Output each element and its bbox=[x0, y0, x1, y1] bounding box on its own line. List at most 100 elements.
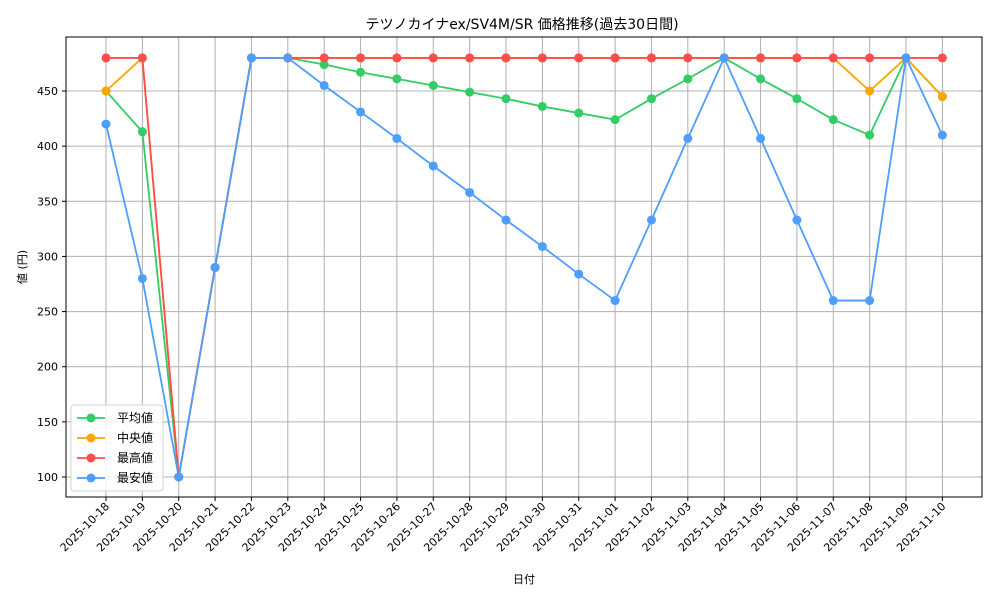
x-axis-label: 日付 bbox=[513, 573, 535, 586]
data-point bbox=[646, 53, 656, 63]
data-point bbox=[101, 86, 111, 96]
data-point bbox=[392, 53, 402, 63]
data-point bbox=[865, 53, 875, 63]
data-point bbox=[501, 215, 511, 225]
data-point bbox=[501, 53, 511, 63]
data-point bbox=[828, 53, 838, 63]
data-point bbox=[501, 94, 511, 104]
data-point bbox=[319, 60, 329, 70]
data-point bbox=[646, 215, 656, 225]
data-point bbox=[319, 53, 329, 63]
series-中央値 bbox=[101, 53, 947, 482]
legend-item: 中央値 bbox=[77, 430, 153, 445]
data-point bbox=[137, 53, 147, 63]
data-point bbox=[865, 296, 875, 306]
series-line bbox=[106, 57, 943, 478]
data-point bbox=[937, 92, 947, 102]
data-point bbox=[428, 53, 438, 63]
data-point bbox=[537, 242, 547, 252]
data-point bbox=[901, 53, 911, 63]
chart-title: テツノカイナex/SV4M/SR 価格推移(過去30日間) bbox=[365, 17, 678, 33]
legend-label: 最高値 bbox=[117, 450, 153, 465]
data-point bbox=[792, 215, 802, 225]
data-point bbox=[101, 119, 111, 129]
data-point bbox=[610, 53, 620, 63]
legend-label: 平均値 bbox=[117, 410, 153, 425]
legend-marker-icon bbox=[86, 433, 96, 443]
legend-item: 最高値 bbox=[77, 450, 153, 465]
data-point bbox=[101, 53, 111, 63]
data-point bbox=[210, 262, 220, 272]
data-point bbox=[719, 53, 729, 63]
data-point bbox=[174, 472, 184, 482]
data-point bbox=[610, 115, 620, 125]
y-tick-label: 200 bbox=[37, 361, 58, 374]
data-point bbox=[756, 74, 766, 84]
data-point bbox=[865, 86, 875, 96]
data-point bbox=[283, 53, 293, 63]
data-point bbox=[937, 130, 947, 140]
data-point bbox=[574, 108, 584, 118]
data-point bbox=[137, 273, 147, 283]
legend-box bbox=[70, 404, 164, 492]
data-point bbox=[137, 127, 147, 137]
y-tick-label: 300 bbox=[37, 250, 58, 263]
y-tick-label: 150 bbox=[37, 416, 58, 429]
data-point bbox=[828, 296, 838, 306]
data-point bbox=[465, 87, 475, 97]
series-line bbox=[105, 56, 944, 478]
data-point bbox=[756, 53, 766, 63]
data-point bbox=[610, 296, 620, 306]
data-point bbox=[465, 53, 475, 63]
data-point bbox=[683, 53, 693, 63]
data-point bbox=[574, 53, 584, 63]
data-point bbox=[392, 133, 402, 143]
series-平均値 bbox=[101, 53, 947, 482]
data-point bbox=[792, 94, 802, 104]
legend-marker-icon bbox=[86, 413, 96, 423]
data-point bbox=[574, 269, 584, 279]
legend-marker-icon bbox=[86, 473, 96, 483]
legend-item: 最安値 bbox=[77, 470, 153, 485]
data-point bbox=[428, 80, 438, 90]
series-line bbox=[105, 54, 944, 478]
data-point bbox=[319, 80, 329, 90]
y-tick-label: 250 bbox=[37, 306, 58, 319]
data-point bbox=[428, 161, 438, 171]
y-axis: 100 150 200 250 300 350 400 450 bbox=[37, 85, 66, 484]
data-point bbox=[828, 115, 838, 125]
data-point bbox=[356, 53, 366, 63]
series-layer bbox=[101, 53, 947, 482]
data-point bbox=[356, 67, 366, 77]
x-axis: 2025-10-182025-10-192025-10-202025-10-21… bbox=[58, 497, 948, 554]
legend-item: 平均値 bbox=[77, 410, 153, 425]
data-point bbox=[937, 53, 947, 63]
data-point bbox=[865, 130, 875, 140]
data-point bbox=[792, 53, 802, 63]
series-line bbox=[105, 56, 944, 478]
data-point bbox=[537, 101, 547, 111]
data-point bbox=[246, 53, 256, 63]
plot-frame bbox=[65, 36, 983, 498]
legend-label: 最安値 bbox=[117, 470, 153, 485]
y-tick-label: 350 bbox=[37, 195, 58, 208]
series-最安値 bbox=[101, 53, 947, 482]
data-point bbox=[465, 187, 475, 197]
y-tick-label: 450 bbox=[37, 85, 58, 98]
legend-marker-icon bbox=[86, 453, 96, 463]
data-point bbox=[356, 107, 366, 117]
data-point bbox=[392, 74, 402, 84]
legend-label: 中央値 bbox=[117, 430, 153, 445]
data-point bbox=[646, 94, 656, 104]
y-axis-label: 値 (円) bbox=[16, 250, 29, 284]
data-point bbox=[683, 74, 693, 84]
grid-lines bbox=[66, 37, 982, 497]
data-point bbox=[537, 53, 547, 63]
data-point bbox=[683, 133, 693, 143]
y-tick-label: 100 bbox=[37, 471, 58, 484]
series-最高値 bbox=[101, 53, 947, 482]
y-tick-label: 400 bbox=[37, 140, 58, 153]
data-point bbox=[756, 133, 766, 143]
